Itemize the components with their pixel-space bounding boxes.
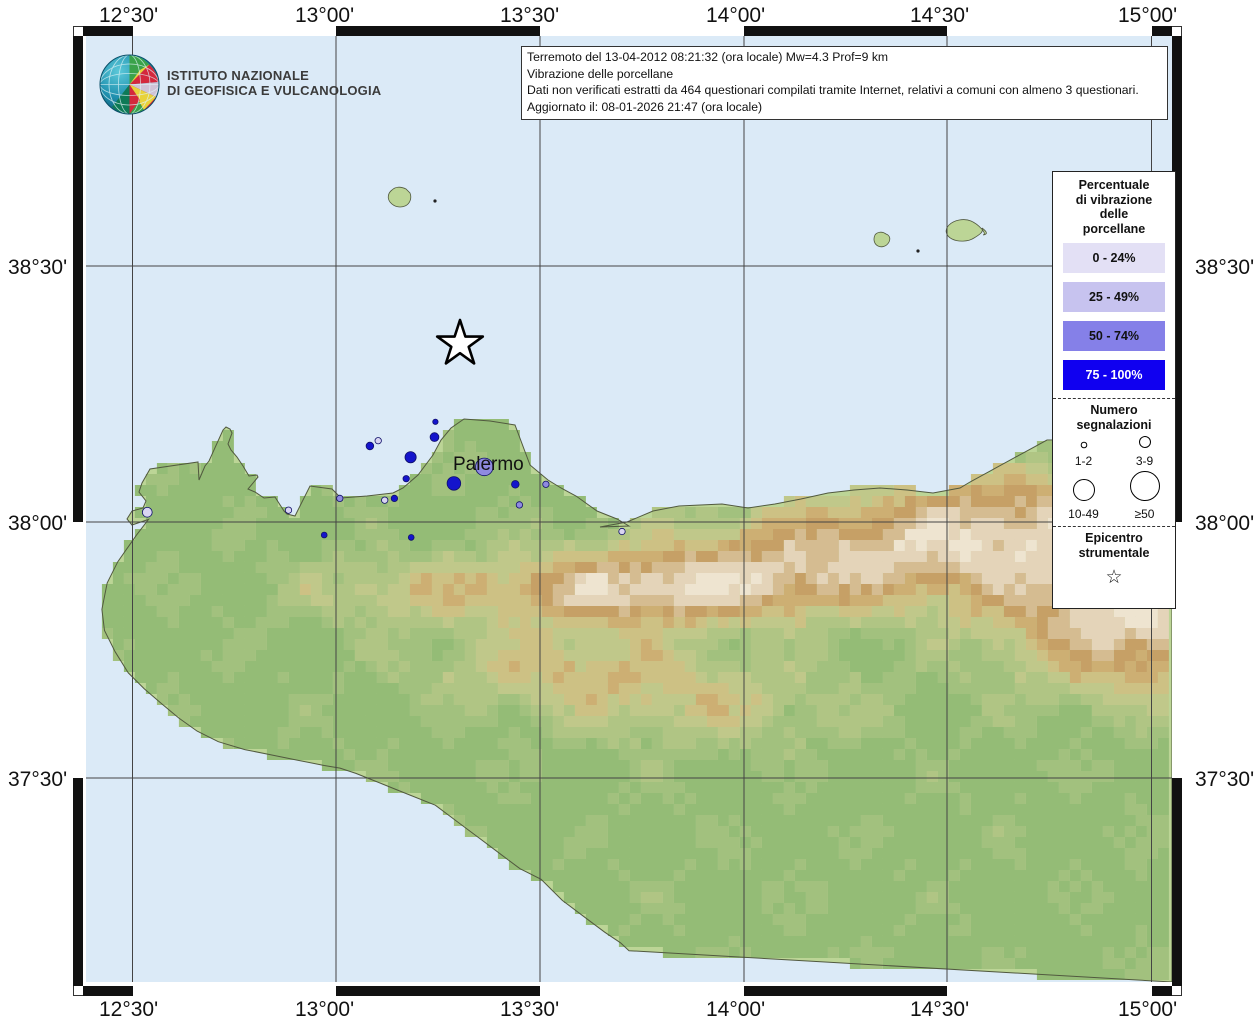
svg-text:Palermo: Palermo — [453, 454, 524, 475]
